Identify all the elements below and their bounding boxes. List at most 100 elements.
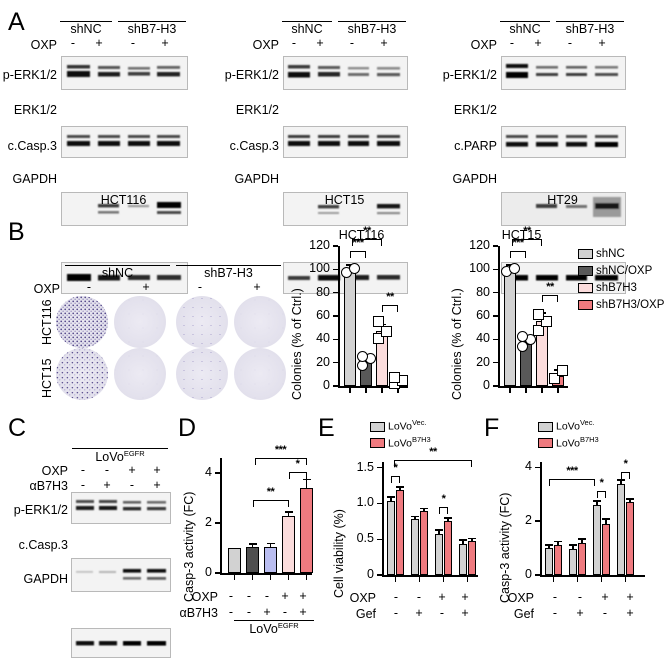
cell-line-label-hct116: HCT116 — [100, 193, 147, 207]
y-axis — [220, 458, 222, 573]
plot-area-b2: 0 20 40 60 80 100 120 *** ** ** — [469, 225, 568, 393]
bar-eplot-4-1 — [459, 543, 467, 575]
error-cap — [284, 511, 293, 513]
panel-d-oxp-4: + — [281, 589, 289, 603]
panel-c-blot: LoVoEGFR OXP αB7H3 - - + + - + - + p-ERK… — [0, 0, 171, 658]
sig-f-4 — [621, 471, 630, 479]
y-tick-label: 40 — [316, 331, 330, 346]
x-tick — [509, 387, 511, 393]
colony-group-label-shb7h3: shB7-H3 — [176, 265, 281, 280]
legend-swatch-shnc — [578, 248, 593, 259]
sig-e-3 — [439, 507, 448, 515]
bar-d-1 — [228, 548, 241, 573]
error-cap — [593, 500, 601, 502]
error-bar — [390, 497, 392, 502]
panel-e-row-label-oxp: OXP — [349, 591, 376, 605]
data-point — [541, 315, 552, 327]
blot-band-a1-gapdh — [61, 262, 188, 294]
sig-f-3 — [597, 491, 606, 499]
panel-e-row-label-gef: Gef — [355, 607, 376, 621]
panel-f-gef-3: - — [602, 606, 608, 620]
sig-stars: ** — [546, 280, 554, 293]
error-cap — [617, 479, 625, 481]
blot-band-a1-perk — [61, 56, 188, 90]
error-cap — [387, 496, 395, 498]
y-tick — [333, 291, 338, 294]
cell-line-label-hct15: HCT15 — [324, 193, 365, 207]
panel-c-ab7h3-1: - — [80, 478, 86, 492]
colony-sign-3: - — [197, 280, 203, 294]
legend-item-shnc-oxp: shNC/OXP — [578, 265, 664, 277]
bar-fplot-2-2 — [578, 542, 586, 575]
x-tick — [395, 576, 397, 582]
panel-c-header-sup: EGFR — [123, 449, 145, 458]
panel-label-e: E — [318, 414, 335, 442]
bar-eplot-3-1 — [435, 533, 443, 575]
data-point — [373, 333, 384, 345]
legend-label-shb7h3-oxp: shB7H3/OXP — [596, 299, 665, 311]
x-tick — [251, 574, 254, 580]
error-cap — [444, 517, 452, 519]
y-tick — [333, 268, 338, 271]
y-tick — [535, 520, 540, 522]
panel-b-chart-hct116: HCT116 Colonies (% of Ctrl.) 0 20 40 60 80 10… — [290, 225, 412, 403]
y-tick-label: 4 — [525, 459, 532, 474]
panel-e-oxp-3: + — [438, 590, 446, 604]
error-cap — [248, 543, 257, 545]
y-axis — [338, 246, 340, 386]
y-tick-label: 0 — [367, 567, 374, 581]
legend-swatch-e-b7h3 — [370, 438, 385, 449]
panel-f-oxp-2: - — [577, 590, 583, 604]
y-tick — [493, 291, 498, 294]
y-tick — [377, 467, 382, 469]
panel-d-oxp-2: - — [246, 589, 252, 603]
panel-d-ab7h3-4: - — [282, 605, 288, 619]
legend-label-f-vec: LoVo — [556, 420, 580, 433]
y-tick-label: 40 — [476, 331, 490, 346]
error-bar — [581, 539, 583, 543]
treatment-label-oxp-2: OXP — [252, 38, 279, 52]
sig-stars: * — [295, 458, 300, 470]
panel-f-row-label-gef: Gef — [513, 607, 534, 621]
y-tick — [215, 522, 220, 524]
sig-3-4 — [542, 294, 558, 302]
x-tick — [381, 387, 383, 393]
x-axis — [382, 575, 478, 577]
sig-3-4 — [382, 305, 398, 313]
data-point — [381, 326, 392, 338]
colony-sign-2: + — [142, 280, 150, 294]
x-tick — [467, 576, 469, 582]
blot-row-label-a2-2: c.Casp.3 — [229, 139, 279, 153]
error-cap — [435, 529, 443, 531]
treatment-label-oxp-3: OXP — [470, 38, 497, 52]
group-label-shnc-2: shNC — [282, 21, 332, 36]
panel-c-blot-ccasp3 — [71, 558, 171, 592]
bar-eplot-1-2 — [396, 489, 404, 575]
chart-title-hct15: HCT15 — [501, 228, 542, 242]
colony-row-label-hct116: HCT116 — [40, 299, 54, 345]
sig-stars: *** — [352, 237, 364, 250]
legend-sup-e-b7h3: B7H3 — [411, 434, 431, 444]
y-tick-label: 1.0 — [356, 495, 374, 510]
bar-eplot-2-1 — [411, 519, 419, 575]
panel-e-chart: Cell viability (%) 0 0.5 1.0 1.5 * * ** OXP Ge… — [318, 446, 478, 640]
y-tick-label: 80 — [316, 284, 330, 299]
panel-c-blot-label-ccasp3: c.Casp.3 — [18, 538, 68, 552]
blot-band-a2-erk — [283, 126, 408, 158]
x-tick — [269, 574, 272, 580]
y-axis — [498, 246, 500, 386]
y-tick — [333, 361, 338, 364]
legend-item-f-vec: LoVoVec. — [538, 418, 599, 433]
bar-d-3 — [264, 546, 277, 573]
panel-d-ab7h3-3: + — [263, 605, 271, 619]
sig-d-4-5 — [288, 472, 307, 479]
blot-band-a3-perk — [501, 56, 626, 90]
panel-c-ab7h3-4: + — [153, 478, 161, 492]
sig-stars: * — [441, 493, 446, 506]
y-tick — [333, 385, 338, 387]
error-cap — [602, 518, 610, 520]
panel-f-gef-1: - — [552, 606, 558, 620]
blot-row-label-a2-0: p-ERK1/2 — [224, 68, 279, 82]
sig-stars: * — [599, 477, 604, 490]
error-bar — [620, 480, 622, 484]
